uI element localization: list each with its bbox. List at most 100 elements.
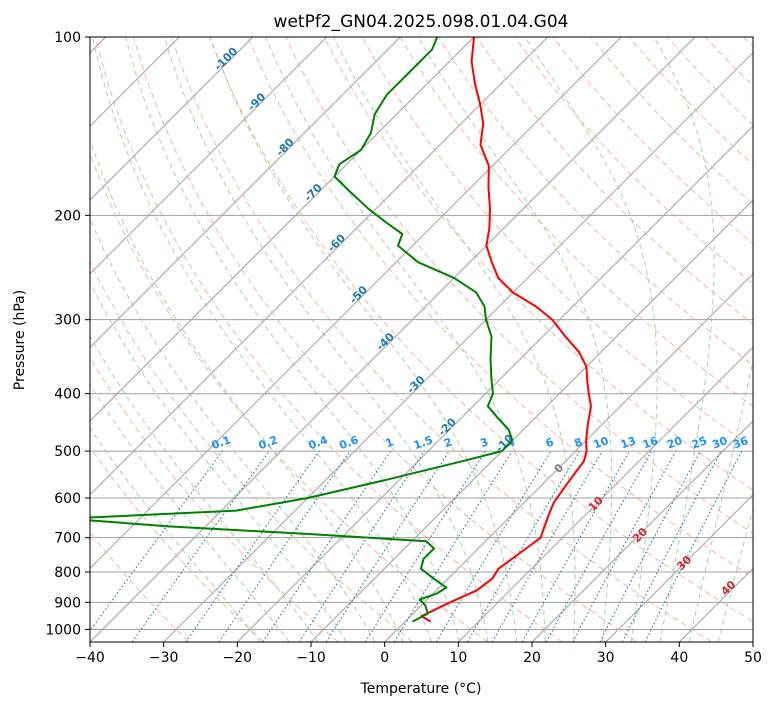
isotherm-line (90, 37, 696, 642)
profile-series (90, 37, 592, 623)
moist-adiabat-line (265, 37, 546, 642)
moist-adiabat-line (653, 37, 715, 642)
mixing-ratio-label: 20 (665, 434, 684, 452)
y-tick-label: 500 (54, 444, 81, 460)
isotherm-label: -70 (302, 181, 325, 204)
isotherm-line (457, 346, 753, 642)
mixing-ratio-label: 13 (619, 434, 638, 451)
dry-adiabat-line (704, 37, 753, 87)
dry-adiabat-line (285, 37, 753, 535)
mixing-ratio-label: 6 (544, 435, 556, 450)
dry-adiabat-line (90, 260, 414, 642)
moist-adiabat-line (90, 426, 261, 642)
isotherm-label: -30 (404, 373, 427, 396)
x-tick-label: 50 (744, 650, 762, 666)
isotherm-label: -90 (245, 90, 268, 113)
dry-adiabat-line (323, 37, 753, 491)
dry-adiabat-line (514, 37, 753, 285)
mixing-ratio-line (262, 450, 392, 642)
mixing-ratio-line (599, 450, 701, 642)
moist-adiabat-line (688, 358, 753, 642)
mixing-ratio-line (90, 450, 223, 632)
x-tick-label: 0 (380, 650, 389, 666)
mixing-ratio-line (521, 450, 630, 642)
mixing-ratio-line (131, 450, 270, 642)
plot-frame (89, 36, 754, 643)
moist-adiabat-line (333, 37, 576, 642)
mixing-ratio-label: 2 (442, 435, 454, 450)
mixing-ratio-line (185, 450, 320, 642)
mixing-ratio-line (218, 450, 351, 642)
mixing-ratio-label: 0.2 (257, 433, 280, 452)
x-tick-label: −30 (149, 650, 179, 666)
y-tick-label: 200 (54, 208, 81, 224)
mixing-ratio-line (572, 450, 677, 642)
y-tick-label: 900 (54, 595, 81, 611)
mixing-ratio-line (545, 450, 653, 642)
mixing-ratio-line (393, 450, 513, 642)
mixing-ratio-line (325, 450, 450, 642)
chart-title: wetPf2_GN04.2025.098.01.04.G04 (274, 12, 569, 32)
moist-adiabat-line (524, 37, 658, 642)
y-tick-label: 300 (54, 313, 81, 329)
dry-adiabat-line (90, 152, 488, 642)
mixing-ratio-line (298, 450, 425, 642)
dry-adiabat-line (90, 531, 190, 642)
isotherm-line (752, 641, 753, 642)
axis-ticks: −40 −30 −20 −10 0 10 20 30 40 5010020030040050060… (45, 30, 762, 666)
isotherm-line (605, 493, 753, 642)
mixing-ratio-label: 36 (731, 434, 750, 452)
mixing-ratio-line (644, 450, 743, 642)
isotherm-line (531, 420, 753, 642)
x-tick-label: 10 (449, 650, 467, 666)
moist-adiabat-line (90, 383, 290, 642)
dry-adiabat-line (666, 37, 753, 126)
x-axis-label: Temperature (°C) (360, 681, 482, 697)
moist-adiabat-line (90, 138, 404, 642)
moist-adiabat-line (417, 37, 613, 642)
mixing-ratio-line (435, 450, 552, 642)
y-tick-label: 800 (54, 565, 81, 581)
moist-adiabat-label: 0 (552, 461, 567, 476)
isotherm-label: -20 (436, 415, 459, 438)
y-tick-label: 100 (54, 30, 81, 46)
moist-adiabat-line (717, 506, 753, 642)
mixing-ratio-label: 1 (384, 435, 396, 450)
y-tick-label: 600 (54, 491, 81, 507)
dry-adiabat-line (94, 37, 563, 642)
dry-adiabat-line (171, 37, 712, 642)
isotherm-line (90, 37, 622, 570)
y-tick-label: 700 (54, 531, 81, 547)
mixing-ratio-label: 3 (478, 435, 490, 450)
mixing-ratio-label: 8 (572, 435, 584, 450)
dry-adiabat-line (437, 37, 753, 366)
dry-adiabat-line (90, 446, 264, 642)
dry-adiabat-line (476, 37, 753, 325)
isotherm-label: -60 (325, 231, 348, 254)
x-tick-label: 40 (670, 650, 688, 666)
isotherm-line (384, 272, 753, 642)
mixing-ratio-label: 0.1 (210, 433, 233, 452)
mixing-ratio-label: 25 (690, 434, 709, 451)
isotherm-line (90, 37, 475, 422)
background-grid (90, 37, 753, 642)
mixing-ratio-label: 16 (641, 434, 660, 452)
mixing-ratio-label: 0.6 (338, 433, 361, 452)
isotherm-label: -80 (273, 135, 296, 158)
isotherm-line (90, 37, 401, 349)
dry-adiabat-line (247, 37, 753, 578)
dry-adiabat-line (90, 356, 339, 642)
isotherm-line (90, 37, 254, 201)
mixing-ratio-label: 1.5 (412, 433, 435, 452)
x-tick-label: 20 (523, 650, 541, 666)
isotherm-line (90, 37, 549, 496)
mixing-ratio-label: 10 (592, 434, 611, 452)
moist-adiabat-line (90, 335, 319, 642)
x-tick-label: −20 (223, 650, 253, 666)
isotherm-line (163, 51, 753, 642)
x-tick-label: 30 (597, 650, 615, 666)
y-tick-label: 1000 (45, 622, 81, 638)
isotherm-label: -100 (212, 44, 241, 73)
dry-adiabat-line (743, 37, 753, 48)
